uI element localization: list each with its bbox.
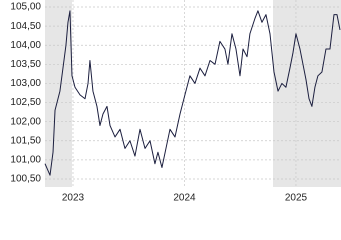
y-tick-label: 102,50 — [10, 97, 41, 108]
line — [44, 10, 341, 176]
y-tick-label: 105,00 — [10, 2, 41, 13]
chart: 100,50 101,00 101,50 102,00 102,50 103,00 103,… — [10, 0, 341, 204]
y-tick-label: 100,50 — [10, 174, 41, 185]
x-tick-label: 2023 — [62, 193, 85, 204]
page: 100,50 101,00 101,50 102,00 102,50 103,00 103,… — [10, 0, 341, 204]
x-tick-label: 2025 — [285, 193, 308, 204]
x-tick-label: 2024 — [173, 193, 196, 204]
y-tick-label: 103,00 — [10, 78, 41, 89]
y-tick-label: 101,50 — [10, 135, 41, 146]
y-tick-label: 104,00 — [10, 40, 41, 51]
y-tick-label: 104,50 — [10, 21, 41, 32]
y-tick-label: 101,00 — [10, 155, 41, 166]
y-tick-label: 103,50 — [10, 59, 41, 70]
y-tick-label: 102,00 — [10, 116, 41, 127]
shaded-period — [273, 0, 341, 187]
